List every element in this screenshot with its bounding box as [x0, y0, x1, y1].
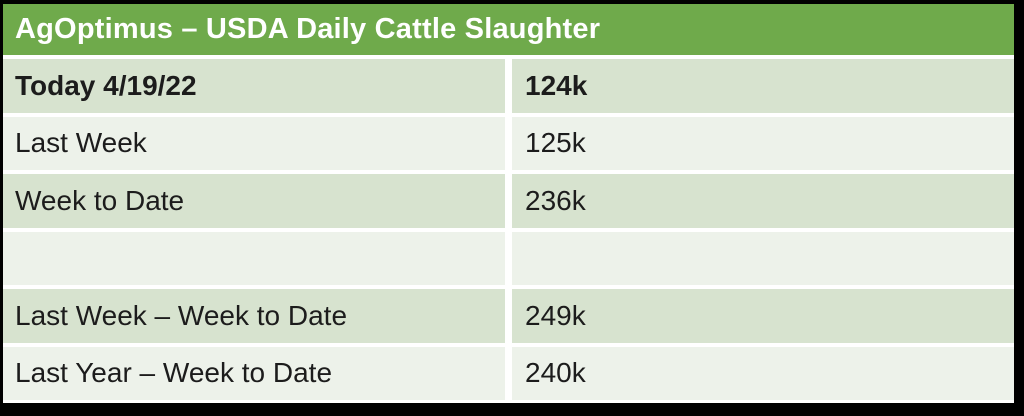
row-value: 240k	[512, 346, 1014, 400]
row-label: Last Year – Week to Date	[3, 346, 505, 400]
table-body: Today 4/19/22 124k Last Week 125k Week t…	[3, 55, 1014, 403]
table-row-today: Today 4/19/22 124k	[3, 59, 1014, 113]
row-label: Last Week	[3, 116, 505, 170]
page-title: AgOptimus – USDA Daily Cattle Slaughter	[15, 13, 601, 45]
table-row-week-to-date: Week to Date 236k	[3, 174, 1014, 228]
row-value	[512, 231, 1014, 285]
table-header-bar: AgOptimus – USDA Daily Cattle Slaughter	[3, 4, 1014, 55]
table-row-last-week-wtd: Last Week – Week to Date 249k	[3, 289, 1014, 343]
table-row-last-week: Last Week 125k	[3, 116, 1014, 170]
table-row-last-year-wtd: Last Year – Week to Date 240k	[3, 346, 1014, 400]
row-label	[3, 231, 505, 285]
row-value: 249k	[512, 289, 1014, 343]
row-value: 125k	[512, 116, 1014, 170]
row-value: 124k	[512, 59, 1014, 113]
row-value: 236k	[512, 174, 1014, 228]
row-label: Week to Date	[3, 174, 505, 228]
row-label: Today 4/19/22	[3, 59, 505, 113]
row-label: Last Week – Week to Date	[3, 289, 505, 343]
table-row-spacer	[3, 231, 1014, 285]
